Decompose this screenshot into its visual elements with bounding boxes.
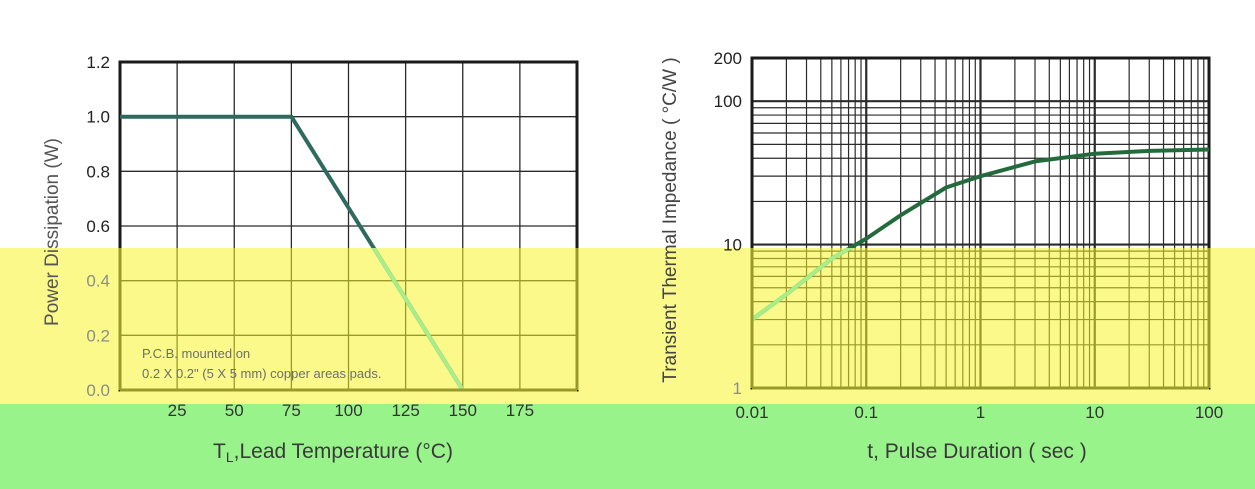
- left-series-line-lower: [371, 248, 465, 390]
- right-y-tick-label: 10: [723, 236, 742, 255]
- left-annotation-line-1: P.C.B. mounted on: [142, 346, 250, 361]
- right-y-tick-label: 100: [714, 92, 742, 111]
- right-x-axis-label: t, Pulse Duration ( sec ): [867, 440, 1086, 463]
- left-y-tick-label: 0.2: [86, 326, 110, 345]
- background-band-top: [0, 0, 1255, 248]
- right-y-axis-label: Transient Thermal Impedance ( °C/W ): [660, 57, 681, 382]
- left-x-tick-label: 50: [225, 401, 244, 420]
- left-y-tick-label: 1.0: [86, 108, 110, 127]
- power-derating-chart: 0.0 0.2 0.4 0.6 0.8 1.0 1.2 25 50 75 100 125 150 175…: [42, 53, 579, 465]
- thermal-impedance-chart: 1 10 100 200 0.01 0.1 1 10 100 Transient Therma…: [660, 49, 1223, 463]
- left-y-tick-label: 0.0: [86, 381, 110, 400]
- left-y-tick-label: 0.8: [86, 162, 110, 181]
- left-x-axis-label: TL,Lead Temperature (°C): [213, 440, 453, 465]
- left-y-tick-labels: 0.0 0.2 0.4 0.6 0.8 1.0 1.2: [86, 53, 110, 400]
- left-y-tick-label: 0.6: [86, 217, 110, 236]
- left-x-tick-label: 125: [391, 401, 419, 420]
- left-x-tick-label: 75: [282, 401, 301, 420]
- right-x-tick-label: 0.1: [854, 403, 878, 422]
- background-band-middle: [0, 248, 1255, 404]
- right-y-tick-label: 1: [733, 379, 742, 398]
- right-x-tick-label: 1: [976, 403, 985, 422]
- left-x-tick-labels: 25 50 75 100 125 150 175: [168, 401, 534, 420]
- left-grid: [119, 61, 578, 391]
- left-annotation-line-2: 0.2 X 0.2" (5 X 5 mm) copper areas pads.: [142, 366, 381, 381]
- left-x-axis-label-sub: L: [226, 449, 234, 465]
- right-y-tick-labels: 1 10 100 200: [714, 49, 742, 398]
- right-series-group: [752, 147, 1209, 322]
- right-x-tick-label: 10: [1085, 403, 1104, 422]
- left-y-axis-label: Power Dissipation (W): [42, 138, 63, 326]
- right-y-tick-label: 200: [714, 49, 742, 68]
- left-y-tick-label: 0.4: [86, 272, 110, 291]
- left-series-group: [120, 114, 465, 390]
- right-x-tick-label: 100: [1195, 403, 1223, 422]
- left-x-tick-label: 25: [168, 401, 187, 420]
- left-x-tick-label: 100: [334, 401, 362, 420]
- left-x-tick-label: 175: [506, 401, 534, 420]
- left-y-tick-label: 1.2: [86, 53, 110, 72]
- right-grid: [750, 57, 1209, 390]
- left-x-tick-label: 150: [449, 401, 477, 420]
- left-x-axis-label-rest: ,Lead Temperature (°C): [234, 440, 453, 463]
- right-x-tick-label: 0.01: [735, 403, 768, 422]
- right-series-line-lower: [752, 248, 855, 322]
- left-x-axis-label-main: T: [213, 440, 226, 463]
- right-x-tick-labels: 0.01 0.1 1 10 100: [735, 403, 1223, 422]
- background-band-bottom: [0, 404, 1255, 489]
